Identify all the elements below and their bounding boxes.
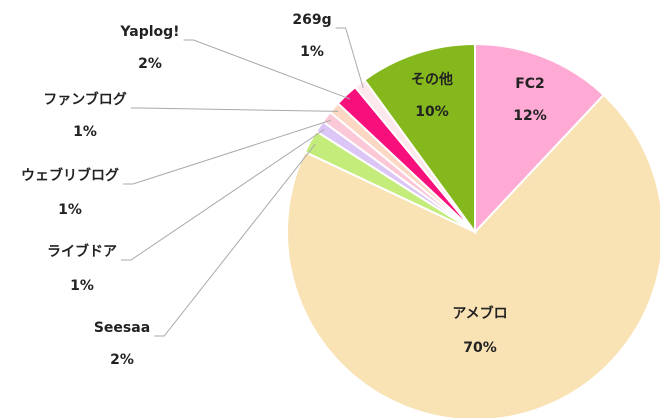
slice-value-label: 1%	[73, 124, 97, 140]
slice-value-label: 70%	[463, 340, 497, 356]
leader-line	[123, 119, 332, 185]
slice-value-label: 12%	[513, 108, 547, 124]
leader-line	[335, 27, 364, 89]
slice-label: ファンブログ	[43, 91, 127, 108]
slice-label: FC2	[515, 76, 545, 92]
slice-value-label: 2%	[110, 352, 134, 368]
pie-slice	[286, 93, 660, 418]
leader-line	[121, 129, 325, 261]
slice-label: 269g	[292, 12, 331, 28]
leader-line	[183, 39, 351, 100]
slice-value-label: 2%	[138, 56, 162, 72]
leader-line	[130, 107, 339, 112]
slice-label: Seesaa	[94, 320, 150, 336]
slice-value-label: 1%	[300, 44, 324, 60]
pie-slice	[363, 42, 476, 236]
slice-label: ライブドア	[47, 243, 117, 260]
slice-value-label: 1%	[70, 278, 94, 294]
slice-value-label: 1%	[58, 202, 82, 218]
pie-slice	[474, 42, 606, 235]
slice-value-label: 10%	[415, 104, 449, 120]
slice-label: Yaplog!	[119, 24, 179, 40]
slice-label: ウェブリブログ	[21, 167, 119, 184]
slice-label: その他	[411, 71, 453, 88]
leader-line	[154, 143, 316, 337]
slice-label: アメブロ	[452, 305, 507, 322]
